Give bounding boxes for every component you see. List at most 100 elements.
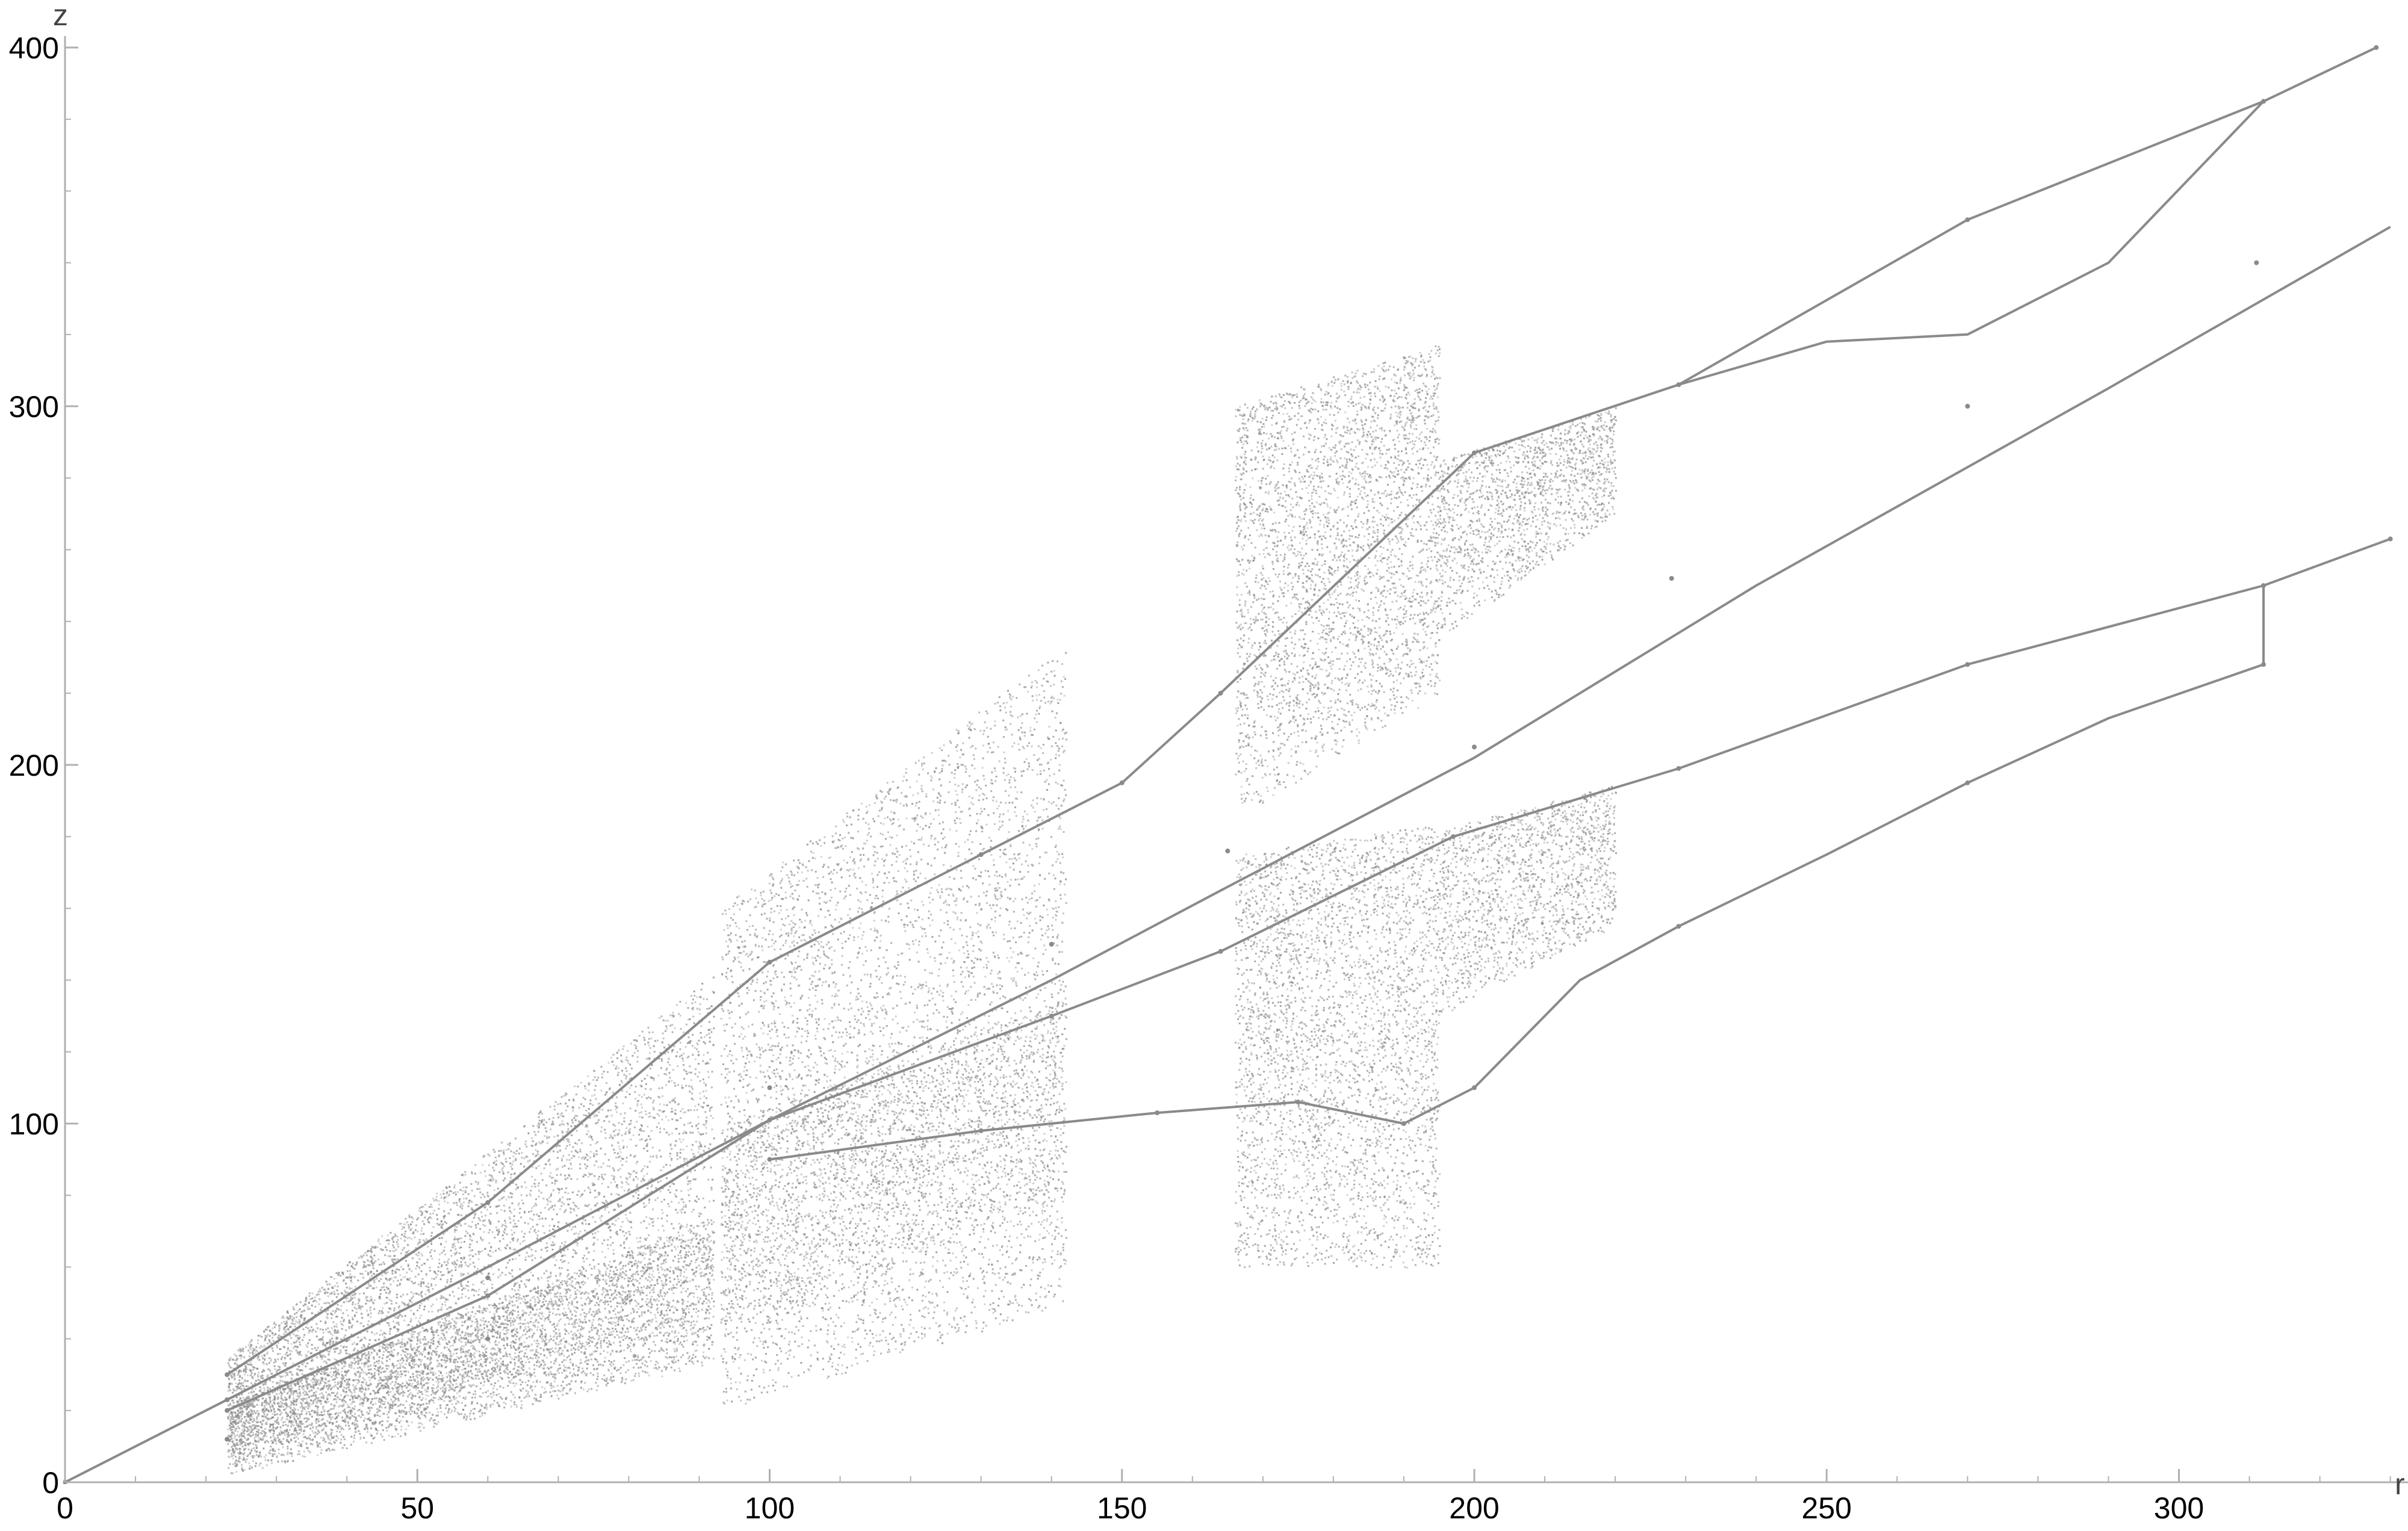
cloud-dot [464, 1235, 466, 1237]
cloud-dot [494, 1151, 495, 1153]
cloud-dot [465, 1308, 467, 1310]
cloud-dot [503, 1355, 504, 1357]
cloud-dot [483, 1317, 485, 1319]
cloud-dot [365, 1297, 367, 1299]
cloud-dot [702, 1060, 704, 1062]
cloud-dot [693, 1251, 695, 1252]
cloud-dot [522, 1240, 524, 1242]
cloud-dot [504, 1229, 506, 1231]
cloud-dot [529, 1361, 530, 1363]
cloud-dot [421, 1228, 423, 1229]
cloud-dot [503, 1238, 504, 1240]
cloud-dot [538, 1190, 540, 1192]
cloud-dot [248, 1344, 250, 1346]
cloud-dot [610, 1236, 612, 1238]
cloud-dot [492, 1167, 494, 1169]
cloud-dot [455, 1248, 456, 1250]
cloud-dot [433, 1226, 435, 1228]
cloud-dot [367, 1362, 368, 1364]
cloud-dot [531, 1176, 533, 1178]
cloud-dot [362, 1277, 364, 1279]
cloud-dot [585, 1247, 587, 1249]
cloud-dot [334, 1332, 336, 1334]
cloud-dot [463, 1198, 465, 1199]
cloud-dot [432, 1198, 434, 1199]
cloud-dot [279, 1327, 281, 1329]
cloud-dot [642, 1180, 644, 1181]
cloud-dot [543, 1124, 545, 1126]
cloud-dot [635, 1163, 637, 1164]
cloud-dot [272, 1381, 274, 1383]
cloud-dot [595, 1085, 597, 1087]
cloud-dot [404, 1305, 406, 1307]
cloud-dot [277, 1417, 279, 1418]
cloud-dot [489, 1185, 491, 1187]
cloud-dot [668, 1119, 669, 1121]
cloud-dot [553, 1236, 555, 1237]
cloud-dot [482, 1250, 483, 1252]
cloud-dot [453, 1245, 455, 1246]
cloud-dot [311, 1423, 313, 1424]
cloud-dot [477, 1188, 479, 1190]
cloud-dot [660, 1239, 662, 1240]
cloud-dot [630, 1107, 631, 1109]
cloud-dot [661, 1209, 663, 1211]
cloud-dot [659, 1314, 661, 1316]
cloud-dot [438, 1355, 440, 1356]
cloud-dot [299, 1351, 301, 1353]
cloud-dot [514, 1232, 515, 1234]
cloud-dot [687, 1176, 689, 1178]
cloud-dot [571, 1119, 573, 1121]
cloud-dot [659, 1017, 660, 1019]
cloud-dot [434, 1271, 436, 1273]
cloud-dot [535, 1250, 536, 1252]
cloud-dot [544, 1207, 546, 1208]
cloud-dot [257, 1374, 259, 1376]
cloud-dot [505, 1248, 507, 1249]
cloud-dot [509, 1216, 510, 1218]
cloud-dot [591, 1173, 593, 1175]
cloud-dot [260, 1375, 262, 1377]
cloud-dot [332, 1322, 334, 1323]
cloud-dot [669, 1015, 671, 1016]
cloud-dot [592, 1183, 594, 1184]
cloud-dot [686, 1226, 687, 1228]
cloud-dot [645, 1326, 647, 1328]
cloud-dot [296, 1346, 298, 1348]
cloud-dot [614, 1134, 616, 1136]
cloud-dot [588, 1176, 589, 1178]
cloud-dot [367, 1331, 368, 1332]
cloud-dot [311, 1331, 313, 1332]
cloud-dot [608, 1062, 610, 1063]
cloud-dot [515, 1158, 517, 1160]
cloud-dot [284, 1326, 286, 1328]
cloud-dot [461, 1214, 462, 1216]
cloud-dot [288, 1319, 290, 1320]
cloud-dot [706, 1122, 707, 1124]
cloud-dot [418, 1294, 420, 1296]
cloud-dot [548, 1276, 550, 1278]
cloud-dot [296, 1322, 298, 1323]
cloud-dot [510, 1297, 512, 1299]
cloud-dot [579, 1151, 581, 1152]
cloud-dot [510, 1177, 512, 1178]
cloud-dot [615, 1220, 617, 1222]
cloud-dot [607, 1248, 609, 1249]
cloud-dot [461, 1266, 462, 1267]
cloud-dot [285, 1362, 287, 1364]
cloud-dot [346, 1301, 347, 1302]
cloud-dot [682, 1060, 684, 1062]
cloud-dot [364, 1266, 366, 1267]
cloud-dot [568, 1308, 569, 1310]
cloud-dot [405, 1231, 406, 1233]
cloud-dot [368, 1358, 370, 1359]
cloud-dot [568, 1154, 570, 1156]
cloud-dot [228, 1387, 230, 1389]
cloud-dot [521, 1369, 523, 1370]
cloud-dot [625, 1161, 627, 1163]
cloud-dot [340, 1310, 342, 1311]
cloud-dot [436, 1274, 438, 1276]
cloud-dot [596, 1079, 598, 1081]
cloud-dot [696, 1196, 698, 1198]
cloud-dot [709, 1041, 711, 1043]
